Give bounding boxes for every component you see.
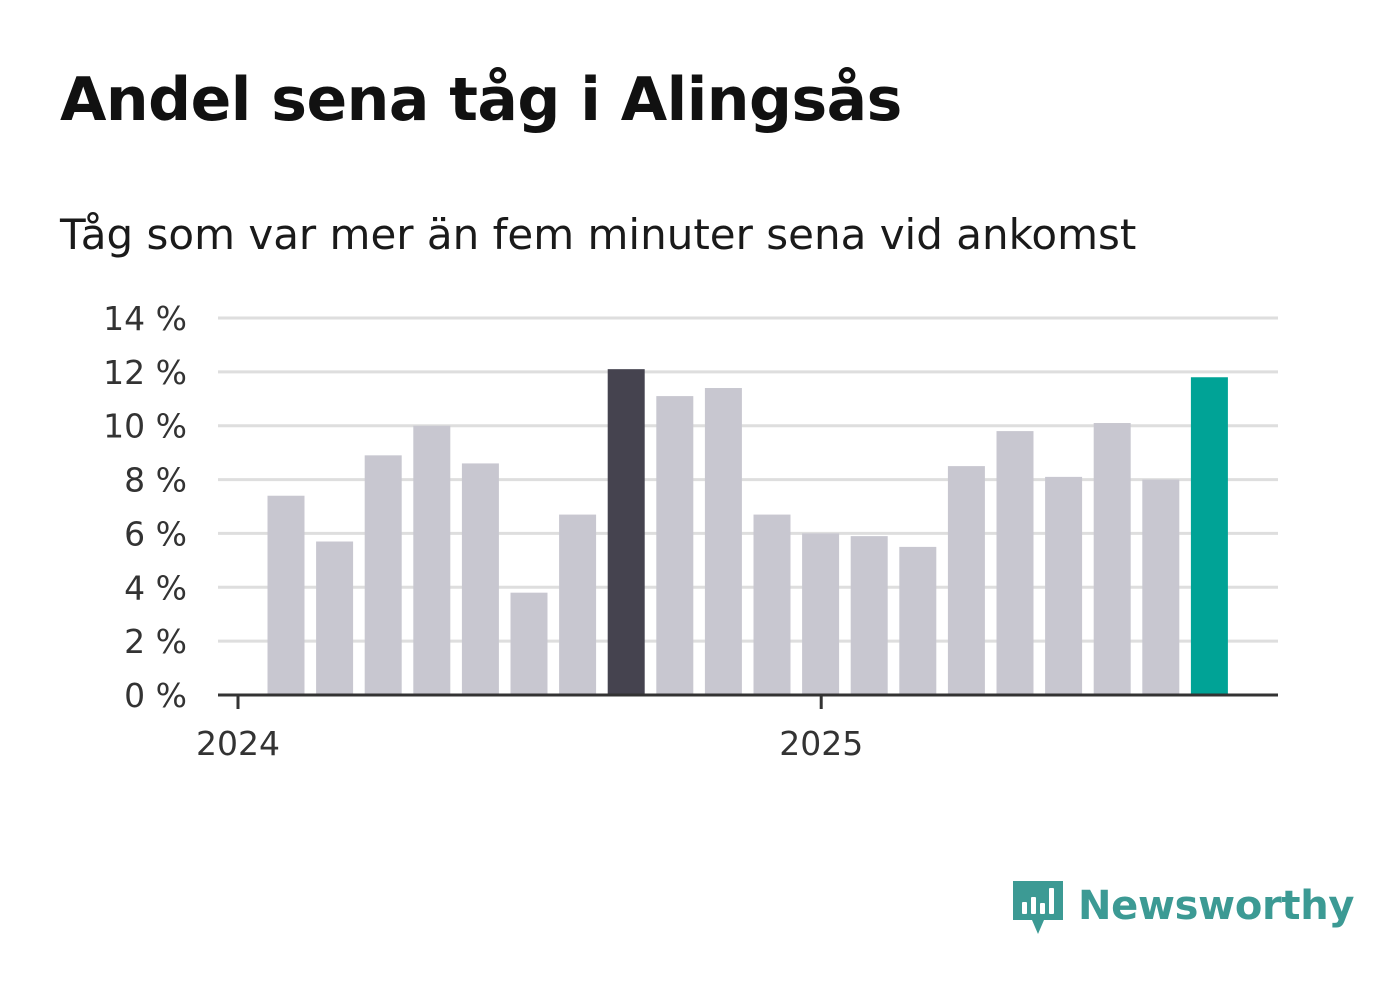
- bar-2025-08: [1190, 377, 1228, 695]
- bar-2025-03: [947, 466, 985, 695]
- y-tick-label: 6 %: [124, 514, 187, 553]
- bar-2024-08: [607, 369, 645, 695]
- bar-2025-06: [1093, 423, 1131, 695]
- x-axis: 2024 2025: [196, 693, 1278, 763]
- bar-2024-12: [802, 533, 840, 695]
- bar-2024-01: [267, 495, 305, 695]
- bar-2024-04: [413, 425, 451, 695]
- bar-2025-07: [1142, 479, 1180, 695]
- brand-name: Newsworthy: [1078, 883, 1355, 929]
- bar-2024-10: [704, 388, 742, 695]
- x-tick-label: 2024: [196, 724, 280, 763]
- y-tick-label: 2 %: [124, 622, 187, 661]
- bar-2024-07: [559, 514, 597, 695]
- bar-2024-09: [656, 396, 694, 695]
- y-tick-label: 4 %: [124, 568, 187, 607]
- y-tick-label: 0 %: [124, 676, 187, 715]
- bar-2024-11: [753, 514, 791, 695]
- chart-speech-bubble-icon: [1013, 881, 1063, 934]
- bar-2024-02: [316, 541, 354, 695]
- bar-2024-06: [510, 592, 548, 695]
- bar-2025-01: [850, 536, 888, 695]
- newsworthy-logo: Newsworthy: [1010, 876, 1355, 936]
- bar-2025-05: [1045, 476, 1083, 695]
- y-tick-label: 14 %: [103, 299, 187, 338]
- chart-subtitle: Tåg som var mer än fem minuter sena vid …: [60, 210, 1137, 259]
- chart-title: Andel sena tåg i Alingsås: [60, 65, 902, 135]
- y-tick-label: 8 %: [124, 461, 187, 500]
- bar-2024-05: [461, 463, 499, 695]
- y-tick-label: 10 %: [103, 407, 187, 446]
- bar-2025-02: [899, 546, 937, 695]
- y-axis-labels: 0 % 2 % 4 % 6 % 8 % 10 % 12 % 14 %: [103, 299, 187, 715]
- x-tick-label: 2025: [779, 724, 863, 763]
- bars: [267, 369, 1228, 695]
- y-tick-label: 12 %: [103, 353, 187, 392]
- bar-2024-03: [364, 455, 402, 695]
- bar-2025-04: [996, 431, 1034, 695]
